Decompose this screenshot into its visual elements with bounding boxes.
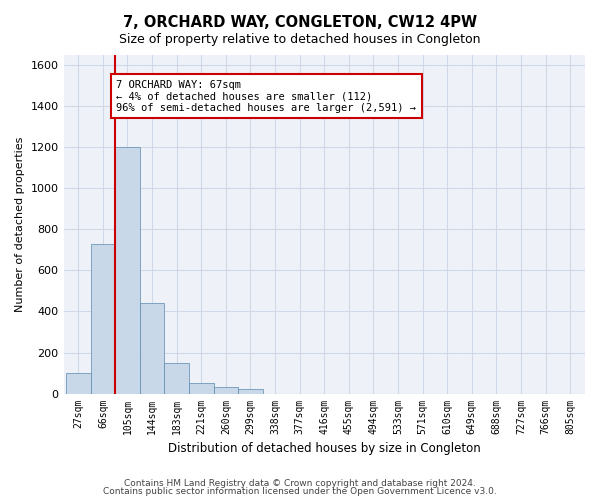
- Bar: [189, 384, 214, 394]
- Text: 7 ORCHARD WAY: 67sqm
← 4% of detached houses are smaller (112)
96% of semi-detac: 7 ORCHARD WAY: 67sqm ← 4% of detached ho…: [116, 80, 416, 113]
- Bar: [66, 373, 91, 394]
- Bar: [164, 363, 189, 394]
- Text: Size of property relative to detached houses in Congleton: Size of property relative to detached ho…: [119, 32, 481, 46]
- Bar: [115, 148, 140, 394]
- Bar: [91, 244, 115, 394]
- Y-axis label: Number of detached properties: Number of detached properties: [15, 136, 25, 312]
- Bar: [238, 390, 263, 394]
- Text: Contains HM Land Registry data © Crown copyright and database right 2024.: Contains HM Land Registry data © Crown c…: [124, 478, 476, 488]
- Text: Contains public sector information licensed under the Open Government Licence v3: Contains public sector information licen…: [103, 487, 497, 496]
- Text: 7, ORCHARD WAY, CONGLETON, CW12 4PW: 7, ORCHARD WAY, CONGLETON, CW12 4PW: [123, 15, 477, 30]
- X-axis label: Distribution of detached houses by size in Congleton: Distribution of detached houses by size …: [168, 442, 481, 455]
- Bar: [214, 388, 238, 394]
- Bar: [140, 304, 164, 394]
